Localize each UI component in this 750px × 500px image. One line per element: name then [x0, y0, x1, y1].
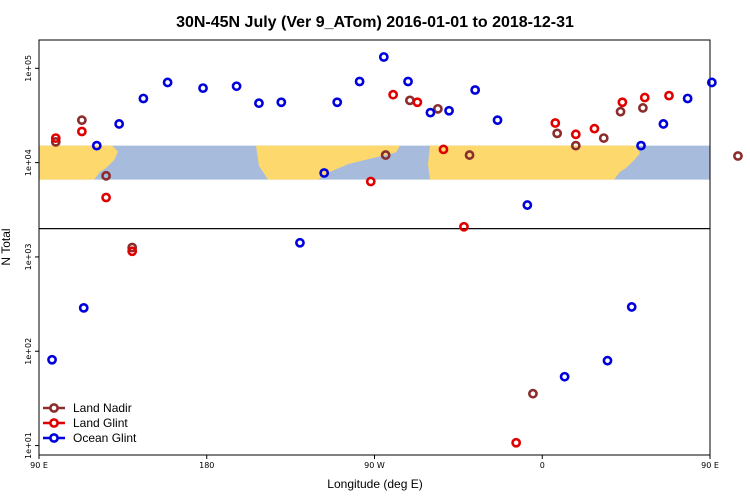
data-point	[276, 97, 287, 108]
data-point	[470, 85, 481, 95]
series-ocean-glint	[47, 52, 717, 382]
y-tick-label: 1e+01	[24, 432, 33, 459]
data-point	[354, 76, 365, 87]
data-point	[50, 133, 61, 143]
map-landmass-eurasia	[428, 145, 640, 180]
data-points	[47, 52, 743, 448]
data-point	[602, 355, 613, 366]
data-point	[733, 151, 743, 161]
data-point	[664, 90, 674, 101]
data-point	[615, 106, 626, 117]
x-tick-label: 180	[199, 461, 214, 470]
plot-frame-top	[38, 39, 711, 230]
data-point	[198, 83, 208, 94]
data-point	[47, 354, 57, 365]
data-point	[559, 371, 570, 382]
data-point	[254, 98, 264, 109]
data-point	[101, 192, 111, 203]
data-point	[365, 176, 376, 187]
data-point	[570, 129, 581, 140]
data-point	[76, 115, 87, 126]
legend-marker	[49, 418, 59, 428]
chart-title: 30N-45N July (Ver 9_ATom) 2016-01-01 to …	[176, 14, 574, 31]
map-band	[39, 145, 710, 180]
y-tick-label: 1e+03	[24, 243, 33, 270]
data-point	[636, 140, 646, 151]
data-point	[617, 97, 628, 108]
legend-item: Land Glint	[43, 416, 128, 430]
data-point	[76, 126, 87, 137]
data-point	[511, 437, 522, 448]
series-land-nadir	[50, 95, 743, 399]
y-axis-ticks: 1e+01 1e+02 1e+03 1e+04 1e+05	[24, 55, 39, 459]
data-point	[403, 76, 413, 87]
data-point	[405, 95, 415, 106]
data-point	[114, 119, 125, 129]
x-tick-label: 0	[540, 461, 545, 470]
data-point	[638, 103, 648, 113]
x-axis-ticks: 90 E 180 90 W 0 90 E	[30, 455, 719, 470]
data-point	[639, 92, 650, 103]
data-point	[432, 103, 443, 114]
legend-item: Ocean Glint	[43, 431, 137, 445]
x-tick-label: 90 E	[30, 461, 48, 470]
data-point	[589, 123, 600, 134]
data-point	[522, 200, 533, 210]
legend-item: Land Nadir	[43, 401, 132, 415]
data-point	[388, 89, 399, 100]
data-point	[550, 118, 561, 128]
data-point	[658, 119, 669, 129]
legend-marker	[49, 403, 59, 413]
data-point	[127, 242, 138, 253]
data-point	[598, 133, 609, 143]
data-point	[438, 144, 449, 155]
y-tick-label: 1e+02	[24, 338, 33, 365]
series-land-glint	[50, 89, 674, 448]
x-tick-label: 90 E	[701, 461, 719, 470]
data-point	[626, 302, 637, 312]
data-point	[412, 97, 423, 108]
data-point	[570, 140, 581, 151]
data-point	[127, 246, 138, 257]
data-point	[101, 170, 111, 181]
data-point	[459, 221, 469, 232]
legend-marker	[49, 433, 59, 443]
legend-label: Ocean Glint	[73, 431, 137, 445]
legend-label: Land Glint	[73, 416, 128, 430]
plot-frame-bottom	[38, 228, 711, 456]
data-point	[682, 93, 693, 104]
data-point	[552, 128, 563, 139]
data-point	[332, 97, 343, 108]
data-point	[319, 168, 330, 178]
map-landmass-asia	[39, 145, 118, 180]
data-point	[425, 107, 436, 118]
data-point	[91, 140, 102, 151]
data-point	[492, 115, 503, 126]
data-point	[138, 93, 149, 104]
data-point	[528, 388, 538, 399]
data-point	[444, 105, 454, 116]
x-tick-label: 90 W	[364, 461, 385, 470]
x-axis-label: Longitude (deg E)	[327, 477, 422, 491]
data-point	[378, 52, 389, 62]
data-point	[162, 77, 173, 88]
data-point	[706, 77, 717, 88]
data-point	[78, 302, 89, 313]
y-tick-label: 1e+04	[24, 149, 33, 176]
data-point	[50, 136, 61, 147]
data-point	[380, 150, 391, 160]
y-tick-label: 1e+05	[24, 55, 33, 82]
data-point	[464, 150, 475, 160]
map-landmass-north-america	[256, 145, 400, 180]
data-point	[295, 237, 305, 248]
data-point	[231, 81, 242, 92]
y-axis-label: N Total	[0, 228, 13, 265]
legend-label: Land Nadir	[73, 401, 132, 415]
